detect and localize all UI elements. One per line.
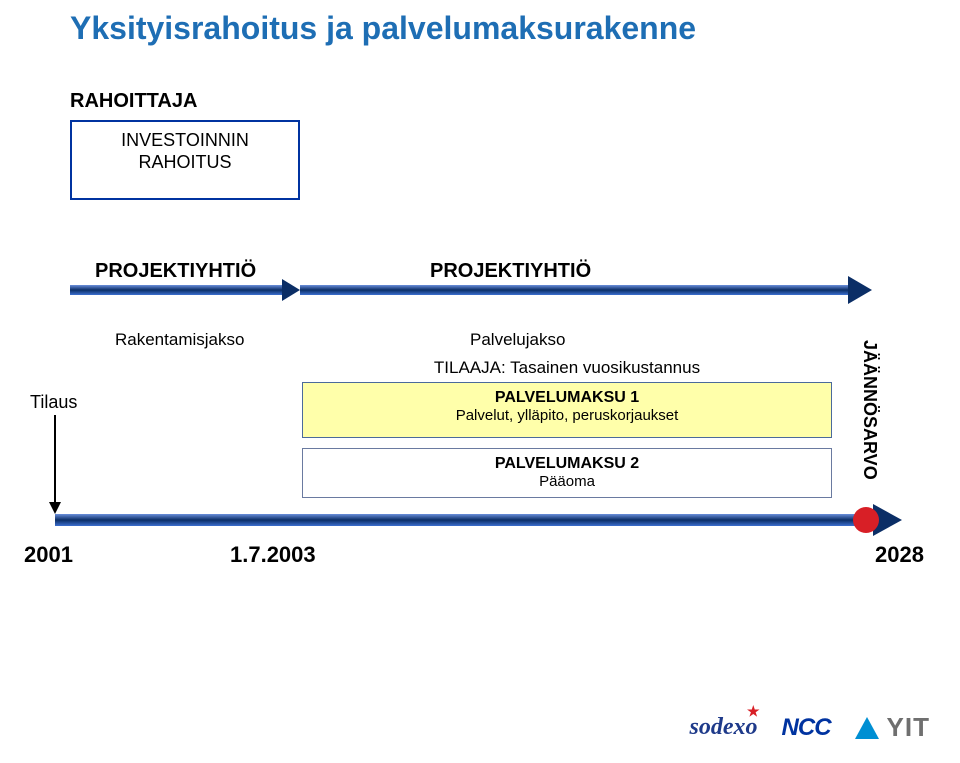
yit-triangle-icon [855, 717, 879, 739]
service-phase-label: Palvelujakso [470, 330, 565, 350]
logo-row: sodexo NCC YIT [690, 712, 930, 743]
page-title: Yksityisrahoitus ja palvelumaksurakenne [70, 10, 696, 47]
timeline-year-mid: 1.7.2003 [230, 542, 316, 568]
construction-phase-label: Rakentamisjakso [115, 330, 244, 350]
tilaaja-annual-cost: TILAAJA: Tasainen vuosikustannus [302, 358, 832, 378]
investment-box-line1: INVESTOINNIN [82, 130, 288, 152]
investment-box-line2: RAHOITUS [82, 152, 288, 174]
residual-value-label: JÄÄNNÖSARVO [859, 340, 880, 480]
investment-box: INVESTOINNIN RAHOITUS [70, 120, 300, 200]
financier-label: RAHOITTAJA [70, 90, 197, 113]
residual-value-circle [853, 507, 879, 533]
diagram-stage: Yksityisrahoitus ja palvelumaksurakenne … [0, 0, 960, 763]
ncc-logo: NCC [782, 714, 831, 742]
service-fee-1-sub: Palvelut, ylläpito, peruskorjaukset [307, 407, 827, 424]
timeline-year-start: 2001 [24, 542, 73, 568]
yit-logo: YIT [855, 712, 930, 743]
arrow-timeline [55, 504, 902, 536]
service-fee-2-box: PALVELUMAKSU 2 Pääoma [302, 448, 832, 498]
project-company-left: PROJEKTIYHTIÖ [95, 260, 256, 283]
arrow-tilaus-down [49, 415, 61, 514]
project-company-right: PROJEKTIYHTIÖ [430, 260, 591, 283]
tilaus-label: Tilaus [30, 392, 77, 413]
timeline-year-end: 2028 [875, 542, 924, 568]
sodexo-logo: sodexo [690, 714, 758, 741]
service-fee-2-title: PALVELUMAKSU 2 [307, 455, 827, 473]
service-fee-1-box: PALVELUMAKSU 1 Palvelut, ylläpito, perus… [302, 382, 832, 438]
service-fee-1-title: PALVELUMAKSU 1 [307, 389, 827, 407]
yit-text: YIT [887, 712, 930, 743]
service-fee-2-sub: Pääoma [307, 473, 827, 490]
